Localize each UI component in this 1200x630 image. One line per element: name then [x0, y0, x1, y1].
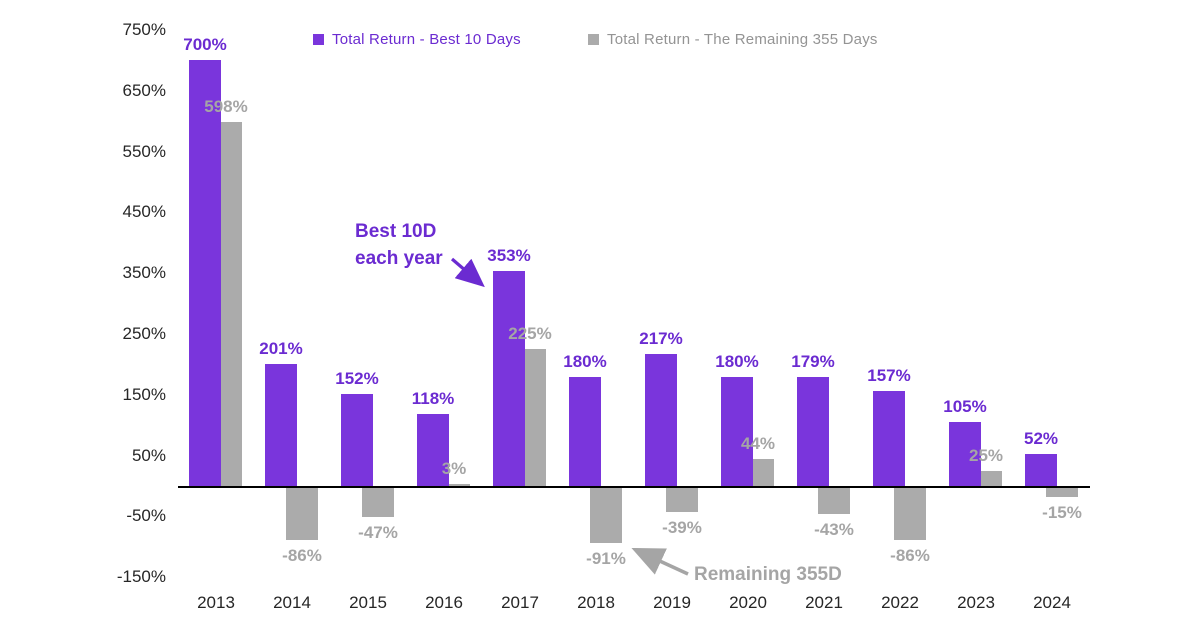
x-axis-label-2020: 2020	[729, 593, 767, 612]
legend-item-best-10-days: Total Return - Best 10 Days	[313, 29, 521, 49]
bar-label-best-10-days-2017: 353%	[487, 246, 531, 266]
bar-label-remaining-355-days-2018: -91%	[586, 549, 626, 569]
y-tick-label: 550%	[122, 141, 166, 161]
bar-best-10-days-2024	[1025, 454, 1057, 486]
annotation-remaining-355d: Remaining 355D	[694, 564, 842, 585]
y-tick-label: 350%	[122, 263, 166, 283]
legend-label-best-10-days: Total Return - Best 10 Days	[332, 30, 521, 48]
bar-label-remaining-355-days-2020: 44%	[740, 434, 776, 454]
bar-label-remaining-355-days-2024: -15%	[1042, 503, 1082, 523]
x-axis-label-2021: 2021	[805, 593, 843, 612]
bar-best-10-days-2023	[949, 422, 981, 486]
bar-label-remaining-355-days-2022: -86%	[890, 546, 930, 566]
legend-item-remaining-355-days: Total Return - The Remaining 355 Days	[588, 29, 878, 49]
x-axis-label-2023: 2023	[957, 593, 995, 612]
bar-best-10-days-2013	[189, 60, 221, 486]
x-axis-label-2022: 2022	[881, 593, 919, 612]
bar-label-best-10-days-2018: 180%	[563, 351, 607, 371]
bar-label-remaining-355-days-2016: 3%	[441, 459, 467, 479]
x-axis-label-2013: 2013	[197, 593, 235, 612]
x-axis-label-2016: 2016	[425, 593, 463, 612]
x-axis-label-2014: 2014	[273, 593, 311, 612]
bar-label-best-10-days-2020: 180%	[715, 351, 759, 371]
bar-best-10-days-2018	[569, 376, 601, 486]
bar-label-remaining-355-days-2021: -43%	[814, 520, 854, 540]
bar-best-10-days-2020	[721, 376, 753, 486]
bar-label-best-10-days-2016: 118%	[411, 389, 455, 409]
y-tick-label: 650%	[122, 80, 166, 100]
bar-best-10-days-2022	[873, 390, 905, 486]
bar-label-best-10-days-2013: 700%	[183, 35, 227, 55]
bar-best-10-days-2014	[265, 363, 297, 486]
x-axis-label-2018: 2018	[577, 593, 615, 612]
x-axis-label-2017: 2017	[501, 593, 539, 612]
annotation-best-10d-line1: Best 10D	[355, 221, 437, 242]
bar-best-10-days-2019	[645, 354, 677, 486]
bar-label-best-10-days-2024: 52%	[1023, 429, 1059, 449]
bar-label-best-10-days-2021: 179%	[791, 352, 835, 372]
annotation-best-10d: Best 10D each year	[355, 218, 443, 272]
bar-remaining-355-days-2024	[1046, 488, 1078, 498]
bar-remaining-355-days-2014	[286, 488, 318, 541]
bar-remaining-355-days-2021	[818, 488, 850, 515]
legend-swatch-remaining-355-days-icon	[588, 33, 599, 45]
legend-swatch-best-10-days-icon	[313, 33, 324, 45]
y-tick-label: -150%	[116, 567, 166, 587]
bar-best-10-days-2016	[417, 414, 449, 486]
bar-best-10-days-2021	[797, 377, 829, 486]
x-axis-line	[178, 486, 1090, 488]
bar-label-remaining-355-days-2015: -47%	[358, 522, 398, 542]
x-axis-label-2019: 2019	[653, 593, 691, 612]
bar-label-remaining-355-days-2017: 225%	[508, 324, 552, 344]
bar-remaining-355-days-2015	[362, 488, 394, 517]
bar-label-remaining-355-days-2013: 598%	[204, 97, 248, 117]
y-tick-label: 50%	[131, 445, 166, 465]
legend: Total Return - Best 10 Days Total Return…	[0, 0, 1200, 56]
bar-remaining-355-days-2022	[894, 488, 926, 541]
bar-label-best-10-days-2015: 152%	[335, 368, 379, 388]
bar-label-remaining-355-days-2023: 25%	[968, 445, 1004, 465]
y-tick-label: 450%	[122, 202, 166, 222]
x-axis-label-2015: 2015	[349, 593, 387, 612]
y-tick-label: 150%	[122, 384, 166, 404]
y-tick-label: 250%	[122, 324, 166, 343]
bar-label-best-10-days-2014: 201%	[259, 338, 303, 358]
y-tick-label: 750%	[122, 20, 166, 39]
y-tick-label: -50%	[126, 506, 166, 526]
bar-remaining-355-days-2019	[666, 488, 698, 512]
bar-label-best-10-days-2019: 217%	[639, 329, 683, 349]
bar-label-remaining-355-days-2019: -39%	[662, 517, 702, 537]
bar-remaining-355-days-2018	[590, 488, 622, 544]
bar-remaining-355-days-2016	[438, 484, 470, 486]
bar-best-10-days-2017	[493, 271, 525, 486]
bar-label-best-10-days-2023: 105%	[943, 397, 987, 417]
bar-best-10-days-2015	[341, 393, 373, 486]
bar-label-best-10-days-2022: 157%	[867, 365, 911, 385]
annotation-best-10d-line2: each year	[355, 248, 443, 269]
x-axis-label-2024: 2024	[1033, 593, 1071, 612]
bar-label-remaining-355-days-2014: -86%	[282, 546, 322, 566]
legend-label-remaining-355-days: Total Return - The Remaining 355 Days	[607, 30, 878, 48]
